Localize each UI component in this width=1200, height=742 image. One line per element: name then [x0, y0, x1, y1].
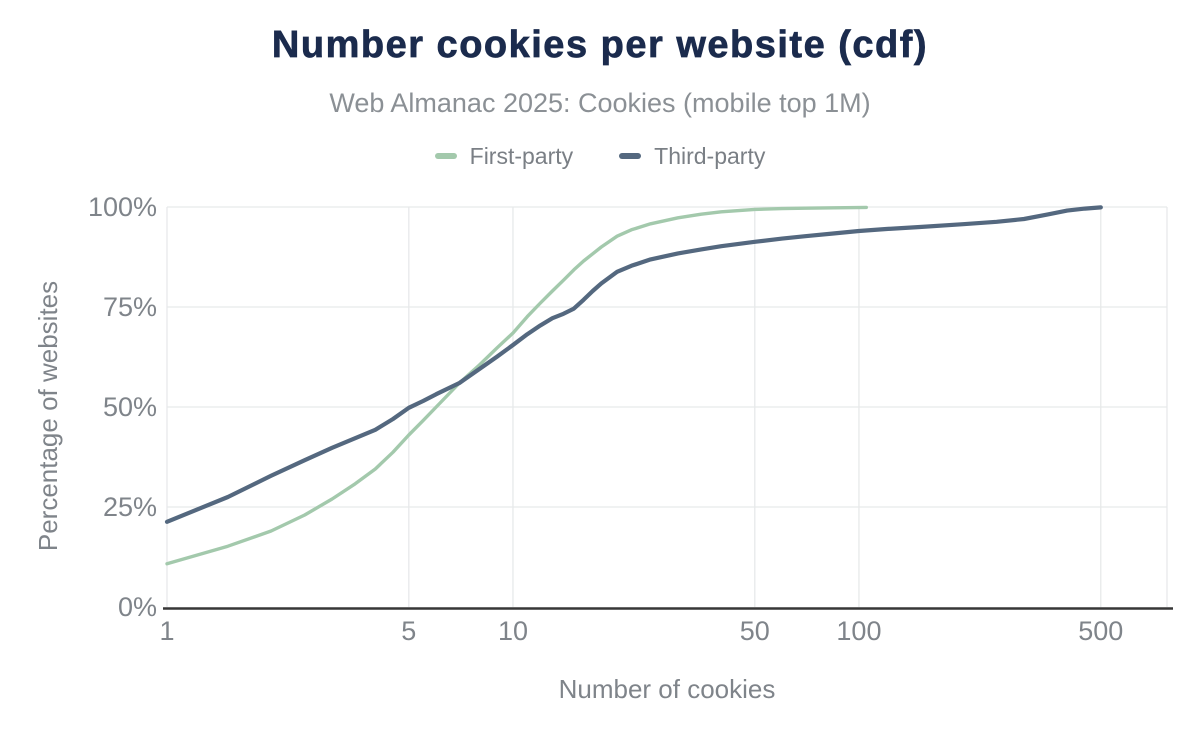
- y-tick-label: 50%: [102, 392, 157, 422]
- third-party-line: [164, 205, 1103, 524]
- first-party-swatch-icon: [434, 153, 457, 159]
- x-tick-label: 10: [497, 616, 528, 646]
- legend-label-third-party: Third-party: [654, 142, 766, 169]
- third-party-swatch-icon: [619, 153, 642, 159]
- chart-subtitle: Web Almanac 2025: Cookies (mobile top 1M…: [329, 88, 871, 118]
- legend-item-third-party[interactable]: Third-party: [619, 143, 765, 170]
- y-tick-label: 25%: [102, 492, 157, 522]
- x-tick-label: 100: [836, 616, 882, 646]
- legend-label-first-party: First-party: [469, 142, 574, 169]
- x-tick-label: 1: [159, 616, 175, 646]
- x-tick-label: 50: [739, 616, 770, 646]
- legend-item-first-party[interactable]: First-party: [434, 142, 574, 170]
- first-party-line: [165, 205, 868, 566]
- y-tick-label: 75%: [102, 292, 157, 322]
- y-tick-label: 0%: [117, 592, 157, 622]
- x-tick-label: 5: [401, 616, 417, 646]
- x-axis-title: Number of cookies: [558, 674, 776, 704]
- chart-title: Number cookies per website (cdf): [271, 24, 929, 67]
- y-tick-label: 100%: [87, 192, 157, 222]
- y-axis-title: Percentage of websites: [33, 280, 63, 552]
- legend: First-party Third-party: [0, 141, 1200, 171]
- x-tick-label: 500: [1078, 616, 1124, 646]
